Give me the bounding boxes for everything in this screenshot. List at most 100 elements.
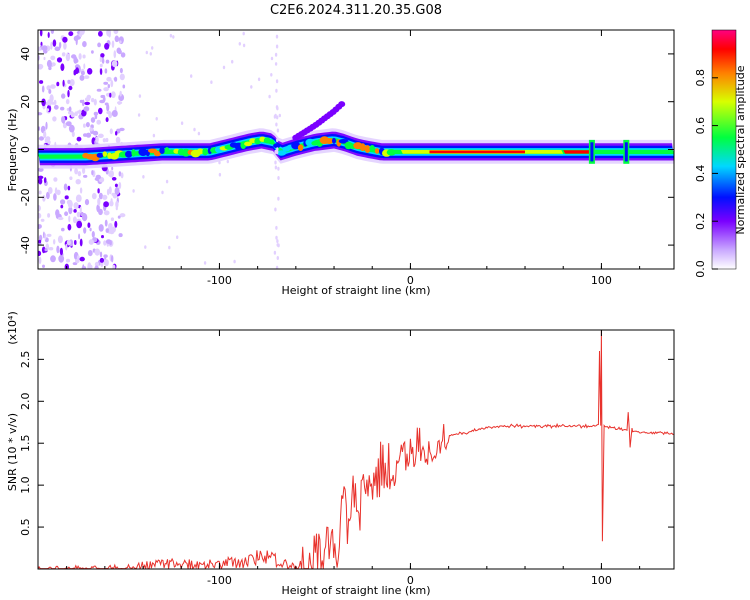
noise-speck (98, 192, 103, 200)
noise-speck (38, 250, 42, 256)
noise-speck (104, 68, 108, 74)
noise-speck (38, 136, 45, 141)
ridge-blob (263, 137, 271, 144)
noise-speck (56, 189, 61, 196)
ridge-core (563, 150, 592, 154)
noise-speck (79, 74, 85, 81)
noise-speck (38, 63, 44, 70)
noise-speck (115, 131, 118, 136)
noise-speck (250, 85, 253, 89)
noise-speck (132, 189, 135, 193)
noise-speck (75, 59, 79, 63)
ridge-blob (96, 152, 104, 158)
noise-speck (62, 79, 65, 87)
noise-speck (84, 101, 91, 106)
ridge-blob (338, 139, 349, 144)
noise-speck (172, 35, 175, 39)
noise-speck (119, 90, 122, 97)
noise-speck (114, 220, 118, 228)
noise-speck (98, 224, 104, 232)
y-tick-label: -40 (19, 236, 32, 254)
noise-speck (84, 199, 90, 206)
noise-speck (66, 239, 71, 246)
noise-speck (103, 210, 110, 216)
noise-speck (90, 117, 96, 123)
colorbar-tick-label: 0.4 (694, 165, 707, 183)
noise-speck (273, 114, 277, 119)
noise-speck (218, 172, 222, 177)
noise-speck (44, 233, 47, 240)
ridge-blob (196, 148, 204, 155)
noise-speck (82, 167, 86, 174)
noise-speck (101, 235, 104, 239)
noise-speck (67, 200, 73, 209)
y-tick-label: 2.5 (19, 351, 32, 369)
noise-speck (51, 62, 56, 67)
noise-speck (45, 121, 48, 130)
noise-speck (99, 251, 103, 258)
noise-speck (50, 101, 56, 105)
noise-speck (38, 256, 42, 265)
noise-speck (94, 261, 100, 267)
noise-speck (138, 94, 142, 98)
noise-speck (275, 88, 278, 93)
noise-speck (80, 70, 85, 76)
noise-speck (275, 265, 279, 269)
noise-speck (64, 195, 69, 200)
ridge-blob (169, 149, 174, 154)
noise-speck (39, 80, 44, 84)
noise-speck (83, 106, 90, 112)
noise-speck (274, 149, 278, 154)
ridge-blob (369, 145, 375, 152)
noise-speck (100, 53, 105, 58)
noise-speck (180, 121, 184, 125)
x-tick-label: 0 (407, 274, 414, 287)
noise-speck (54, 46, 61, 52)
noise-speck (40, 218, 45, 222)
noise-speck (115, 136, 121, 144)
noise-speck (41, 45, 48, 52)
noise-speck (50, 55, 56, 61)
noise-speck (95, 174, 102, 180)
noise-speck (41, 246, 46, 254)
noise-speck (106, 103, 110, 112)
noise-speck (91, 170, 94, 176)
noise-speck (111, 40, 115, 48)
noise-speck (111, 255, 114, 263)
noise-speck (108, 227, 115, 235)
noise-speck (56, 81, 60, 87)
noise-speck (67, 89, 70, 98)
noise-speck (76, 211, 81, 218)
y-tick-label: -20 (19, 188, 32, 206)
noise-speck (93, 111, 99, 116)
noise-speck (61, 116, 66, 124)
noise-speck (65, 99, 70, 105)
noise-speck (231, 59, 234, 64)
noise-speck (61, 227, 65, 232)
snr-xlabel: Height of straight line (km) (281, 584, 430, 597)
ridge-blob (374, 148, 380, 154)
y-tick-label: 1.5 (19, 434, 32, 452)
y-tick-label: 40 (19, 47, 32, 61)
noise-speck (275, 105, 279, 110)
noise-speck (104, 42, 110, 50)
noise-speck (104, 102, 109, 106)
noise-speck (46, 59, 52, 68)
noise-speck (53, 239, 56, 245)
noise-speck (73, 209, 77, 213)
noise-speck (91, 231, 95, 238)
snr-multiplier: (x10⁴) (6, 311, 19, 345)
ridge-blob (254, 138, 261, 145)
noise-speck (110, 217, 114, 221)
noise-speck (119, 67, 123, 74)
colorbar: 0.0 0.2 0.4 0.6 0.8 Normalized spectral ampl… (694, 29, 747, 278)
x-tick-label: 100 (591, 574, 612, 587)
noise-speck (83, 63, 86, 70)
spectrogram-xlabel: Height of straight line (km) (281, 284, 430, 297)
noise-speck (276, 115, 279, 120)
noise-speck (119, 73, 125, 81)
ridge-blob (159, 147, 165, 154)
noise-speck (79, 30, 85, 35)
noise-speck (103, 240, 107, 246)
ridge-blob (125, 150, 133, 158)
